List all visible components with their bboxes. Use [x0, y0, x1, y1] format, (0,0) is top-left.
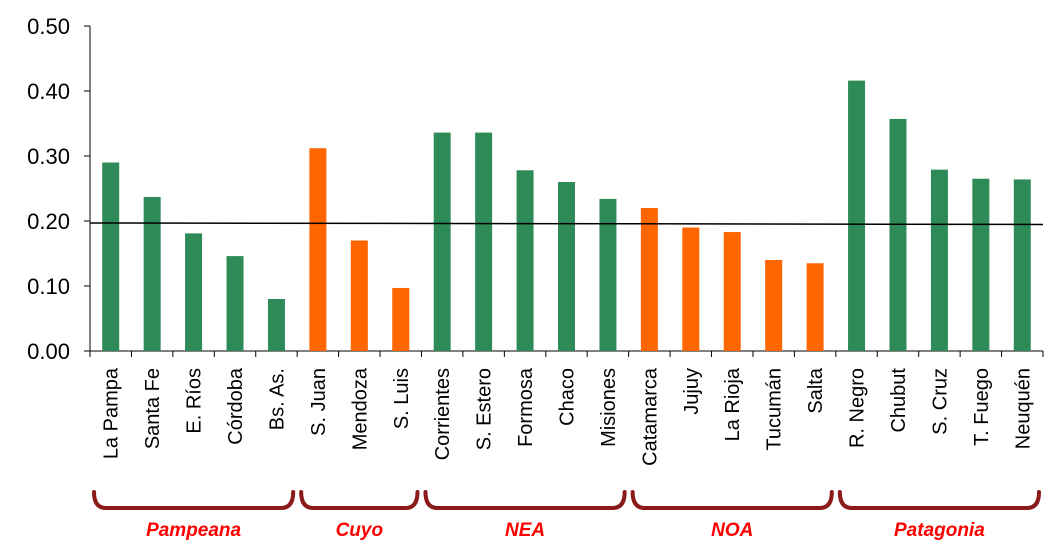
bar — [640, 208, 658, 351]
x-tick-label: Santa Fe — [142, 368, 164, 449]
bar — [516, 170, 534, 351]
x-tick-label: S. Juan — [308, 368, 330, 436]
group-bracket — [299, 490, 420, 510]
bar — [475, 132, 493, 351]
group-label: Pampeana — [146, 520, 241, 541]
x-tick-label: Corrientes — [432, 368, 454, 460]
bar — [102, 162, 120, 351]
x-tick-label: Chubut — [888, 368, 910, 433]
x-tick-label: Salta — [805, 367, 827, 413]
x-tick-label: Formosa — [515, 367, 537, 447]
bar — [682, 227, 700, 351]
x-tick-label: R. Negro — [847, 368, 869, 448]
bar — [267, 299, 285, 351]
x-tick-label: Catamarca — [639, 367, 661, 466]
x-tick-label: Córdoba — [225, 367, 247, 445]
bar — [392, 287, 410, 351]
bar — [930, 169, 948, 351]
x-tick-label: Mendoza — [349, 367, 371, 450]
y-tick-label: 0.30 — [27, 144, 70, 169]
bar — [185, 233, 203, 351]
group-label: NOA — [711, 520, 753, 541]
group-label: NEA — [505, 520, 545, 541]
x-tick-label: S. Estero — [474, 368, 496, 450]
bar — [972, 178, 990, 351]
group-bracket — [630, 490, 834, 510]
reference-line — [89, 222, 1044, 226]
y-tick-label: 0.40 — [27, 79, 70, 104]
y-tick-label: 0.10 — [27, 274, 70, 299]
bar — [433, 132, 451, 351]
x-tick-label: S. Luis — [391, 368, 413, 429]
bar — [1013, 179, 1031, 351]
y-tick-label: 0.00 — [27, 339, 70, 364]
bar — [889, 118, 907, 351]
x-tick-label: T. Fuego — [971, 368, 993, 446]
bar — [143, 196, 161, 351]
x-tick-label: S. Cruz — [929, 368, 951, 435]
group-bracket — [423, 490, 627, 510]
x-tick-label: La Rioja — [722, 367, 744, 441]
bar — [848, 80, 866, 351]
bar — [599, 198, 617, 351]
x-tick-label: E. Ríos — [184, 368, 206, 434]
group-label: Cuyo — [336, 520, 384, 541]
bar — [309, 148, 327, 351]
group-bracket — [92, 490, 296, 510]
x-tick-label: Chaco — [557, 368, 579, 426]
x-tick-label: Misiones — [598, 368, 620, 447]
x-tick-label: Bs. As. — [266, 368, 288, 430]
y-tick-label: 0.20 — [27, 209, 70, 234]
bar — [806, 263, 824, 351]
y-tick-label: 0.50 — [27, 14, 70, 39]
bar — [350, 240, 368, 351]
bar — [723, 232, 741, 351]
x-tick-label: La Pampa — [101, 367, 123, 459]
group-bracket — [837, 490, 1041, 510]
x-tick-label: Jujuy — [681, 368, 703, 415]
group-label: Patagonia — [894, 520, 985, 541]
bar — [558, 182, 575, 351]
bar — [765, 260, 783, 351]
bar — [226, 256, 244, 351]
x-tick-label: Tucumán — [764, 368, 786, 451]
x-tick-label: Neuquén — [1012, 368, 1034, 449]
